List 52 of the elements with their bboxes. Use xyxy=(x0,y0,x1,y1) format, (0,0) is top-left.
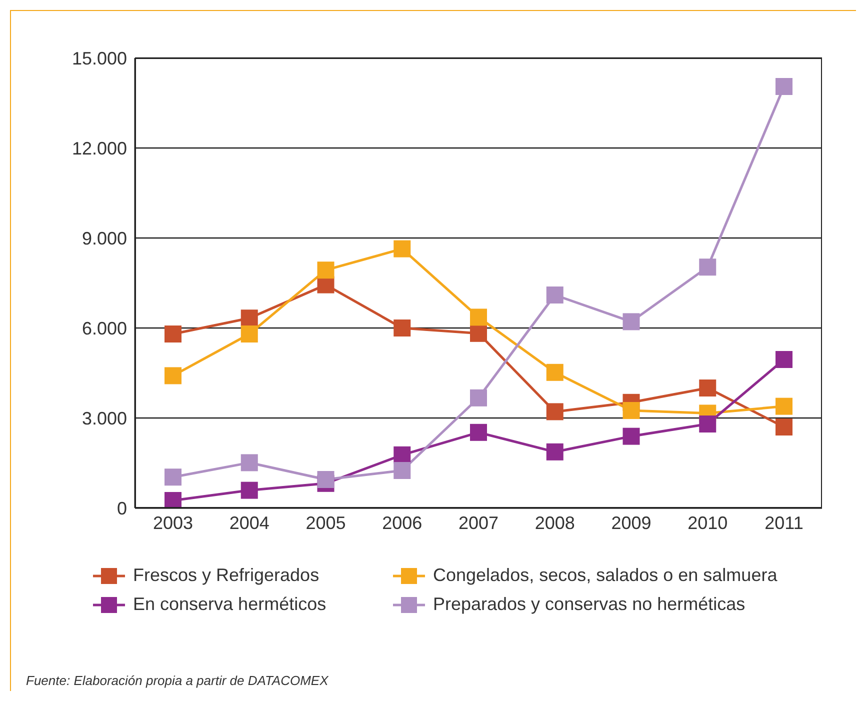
point xyxy=(470,424,487,441)
point xyxy=(317,471,334,488)
point xyxy=(240,482,258,499)
x-tick-label: 2004 xyxy=(229,512,270,533)
x-tick-label: 2003 xyxy=(152,512,194,533)
x-tick-label: 2008 xyxy=(534,512,575,533)
y-tick-label: 15.000 xyxy=(72,48,127,68)
point xyxy=(240,310,258,327)
point xyxy=(776,78,792,95)
point xyxy=(699,416,716,432)
x-tick-label: 2009 xyxy=(611,512,652,533)
x-tick-label: 2011 xyxy=(764,512,804,533)
point xyxy=(164,492,182,508)
point xyxy=(546,443,564,460)
point xyxy=(776,398,792,415)
point xyxy=(394,240,411,258)
point xyxy=(699,380,716,396)
point xyxy=(317,262,334,279)
point xyxy=(546,403,564,420)
point xyxy=(470,324,487,342)
x-tick-label: 2005 xyxy=(306,512,346,533)
point xyxy=(240,454,258,472)
y-tick-label: 0 xyxy=(116,498,127,518)
point xyxy=(546,364,564,381)
legend-label: Congelados, secos, salados o en salmuera xyxy=(433,565,778,586)
legend-label: Frescos y Refrigerados xyxy=(133,565,320,586)
y-tick-label: 3.000 xyxy=(82,408,127,428)
point xyxy=(394,462,411,479)
point xyxy=(622,428,640,445)
point xyxy=(546,286,564,304)
y-tick-label: 12.000 xyxy=(72,138,127,158)
point xyxy=(394,320,411,336)
x-tick-label: 2010 xyxy=(688,512,728,533)
legend-label: En conserva herméticos xyxy=(133,594,326,615)
x-tick-label: 2006 xyxy=(382,512,422,533)
x-tick-label: 2007 xyxy=(458,512,499,533)
point xyxy=(394,446,411,464)
point xyxy=(470,308,487,326)
point xyxy=(164,367,182,384)
point xyxy=(240,326,258,342)
y-tick-label: 9.000 xyxy=(82,228,127,248)
point xyxy=(470,389,487,406)
point xyxy=(776,418,792,436)
point xyxy=(164,326,182,342)
point xyxy=(622,402,640,419)
point xyxy=(699,258,716,276)
y-tick-label: 6.000 xyxy=(82,318,127,338)
point xyxy=(622,313,640,330)
point xyxy=(164,468,182,486)
legend-label: Preparados y conservas no herméticas xyxy=(433,594,746,615)
point xyxy=(776,351,792,368)
source-note: Fuente: Elaboración propia a partir de DATACOMEX xyxy=(26,673,328,688)
